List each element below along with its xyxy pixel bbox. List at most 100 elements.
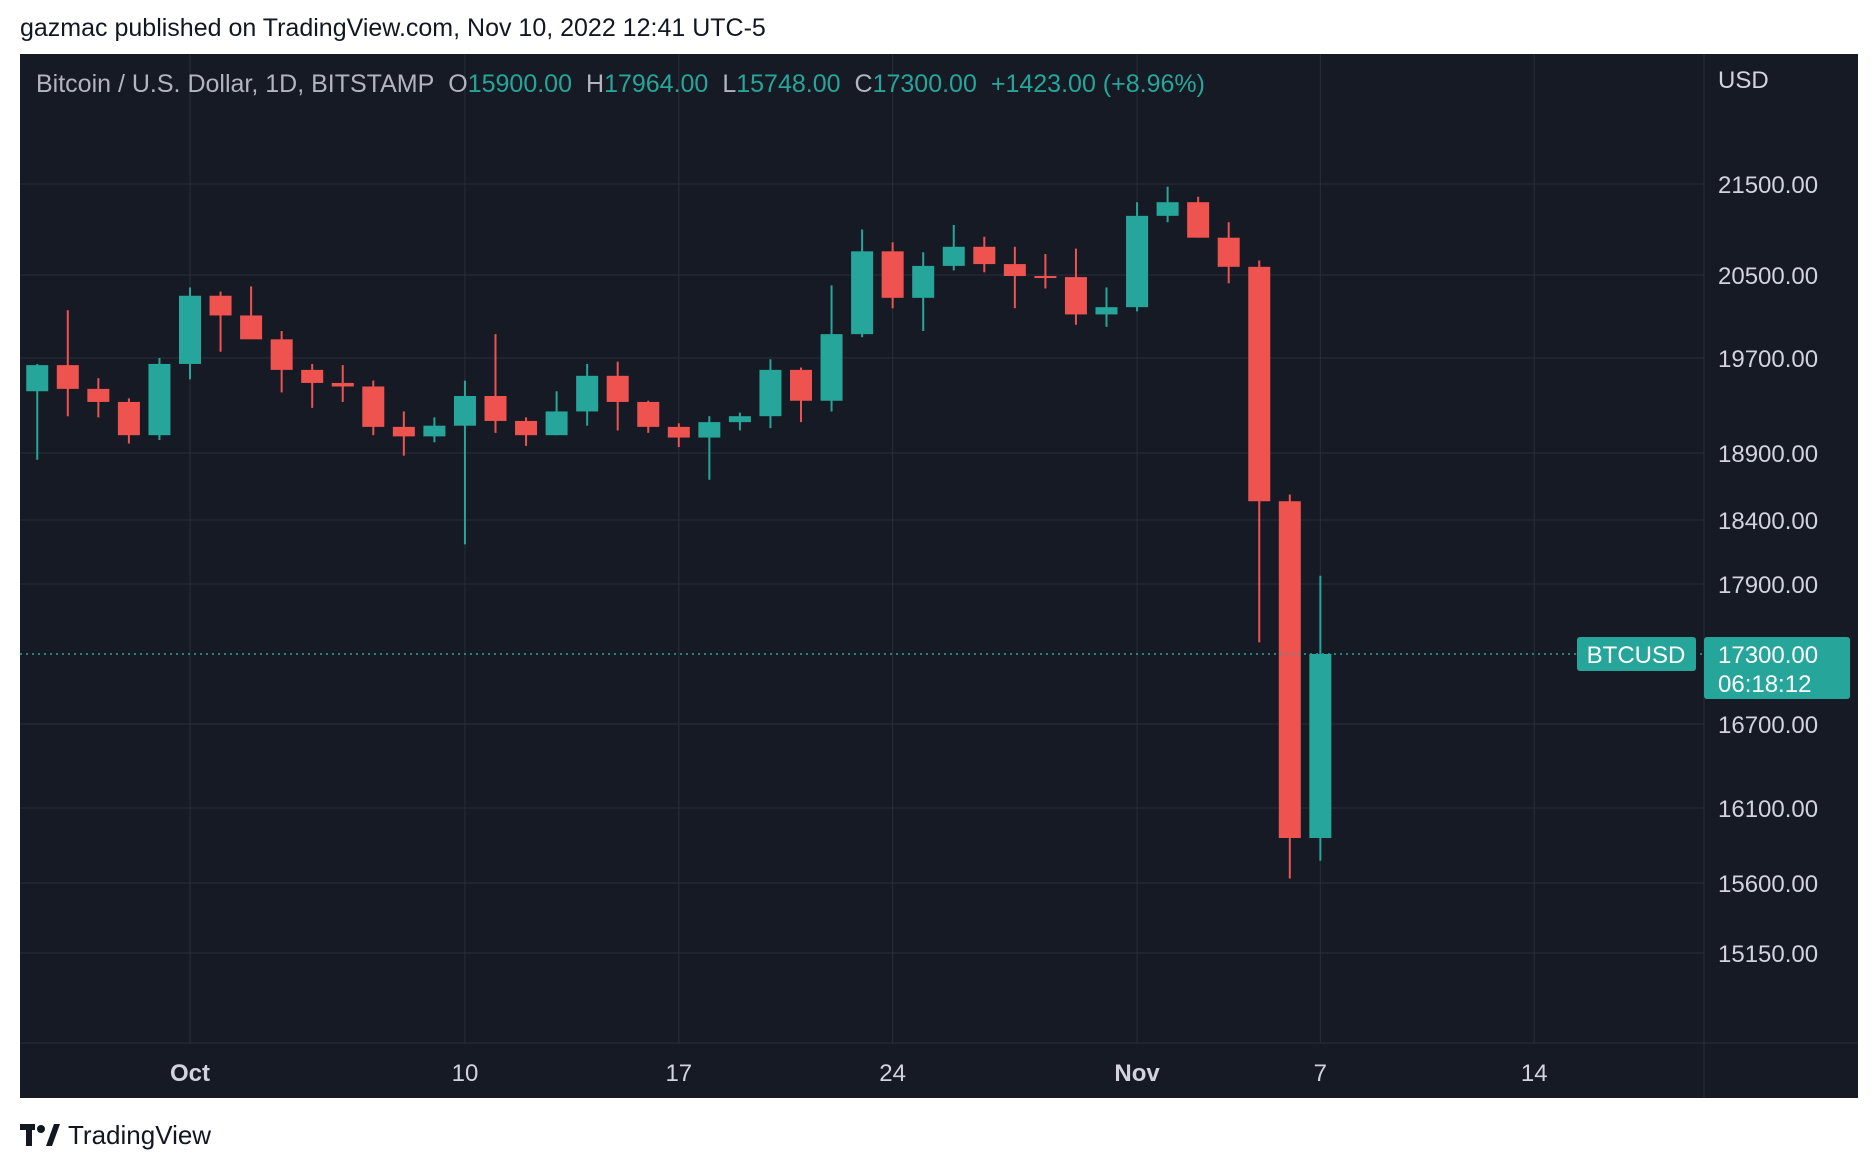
price-tick-label: 21500.00 [1718,172,1818,199]
candle-body [1217,237,1240,267]
candle [1034,254,1057,289]
candle-body [790,369,812,401]
time-tick-label: 10 [452,1060,479,1087]
candle-body [667,426,690,438]
candle [881,242,904,309]
candle [637,400,660,433]
candle-body [1003,264,1026,277]
candle [484,334,507,433]
candle [301,363,324,408]
candle-body [301,369,324,383]
candle [423,417,446,443]
candle [820,285,843,412]
time-tick-label: 14 [1521,1060,1548,1087]
candle-body [851,251,874,335]
last-price-value: 17300.00 [1718,642,1818,669]
candle [1126,202,1149,312]
candle-body [1248,266,1271,502]
candle-body [423,425,446,437]
candle-body [331,382,354,387]
candle [973,236,996,273]
candlestick-chart[interactable]: 21500.00 20500.00 19700.00 18900.00 18400.00… [20,54,1858,1098]
time-tick-label: 7 [1314,1060,1327,1087]
candle-body [484,396,507,421]
price-axis[interactable]: 21500.00 20500.00 19700.00 18900.00 18400.00… [1718,172,1818,968]
candle-body [1126,215,1149,308]
price-tick-label: 15150.00 [1718,941,1818,968]
publisher-line: gazmac published on TradingView.com, Nov… [20,14,766,42]
candle [606,361,629,431]
candle [1095,287,1118,327]
legend-symbol: Bitcoin / U.S. Dollar, 1D, BITSTAMP [36,70,435,98]
candle [1217,222,1240,284]
candle [209,291,232,352]
symbol-tag [1577,637,1696,671]
candle [56,310,79,417]
candle-body [1064,277,1087,315]
candle [26,363,49,460]
tradingview-logo-icon[interactable] [20,1124,60,1146]
candle-body [515,420,538,436]
candle [1156,186,1179,223]
candle-body [87,388,110,402]
time-tick-label: Oct [170,1060,210,1087]
time-tick-label: 17 [665,1060,692,1087]
candle-body [1034,276,1057,279]
candle [698,416,721,480]
candle [1278,494,1301,879]
candle-body [117,401,140,436]
legend-close-value: 17300.00 [872,70,977,98]
candle-body [362,386,385,427]
candle-body [1156,202,1179,216]
candle-body [576,375,599,412]
candle-body [1278,501,1301,838]
candle-body [820,334,843,401]
time-tick-label: 24 [879,1060,906,1087]
legend-change: +1423.00 (+8.96%) [990,70,1205,98]
candle-body [912,265,935,298]
candle-body [240,315,263,340]
price-tick-label: 20500.00 [1718,263,1818,290]
candle [270,331,293,393]
candle-body [453,396,476,426]
ohlc-legend: Bitcoin / U.S. Dollar, 1D, BITSTAMP O1590… [36,70,1205,99]
candle [759,359,782,429]
candle-body [148,363,171,436]
candle [179,287,201,380]
candle [728,412,751,431]
candle-body [728,416,751,423]
candle-body [1309,654,1332,838]
time-axis[interactable]: Oct 10 17 24 Nov 7 14 [170,1060,1548,1087]
candle [362,380,385,436]
candle [790,367,812,423]
bar-countdown: 06:18:12 [1718,671,1811,698]
candle-body [270,339,293,370]
candle-body [392,426,415,437]
candle [545,391,568,436]
currency-label: USD [1718,67,1769,94]
price-tick-label: 15600.00 [1718,871,1818,898]
chart-panel[interactable]: 21500.00 20500.00 19700.00 18900.00 18400.00… [20,54,1858,1098]
legend-open-value: 15900.00 [467,70,572,98]
tradingview-brand[interactable]: TradingView [68,1119,212,1150]
price-tick-label: 17900.00 [1718,572,1818,599]
legend-high-value: 17964.00 [604,70,709,98]
candle [1248,260,1271,643]
legend-open-label: O [448,70,468,98]
candle [1064,248,1087,325]
candle [240,286,263,340]
candle-body [56,365,79,389]
candle-body [545,411,568,436]
price-tick-label: 18400.00 [1718,508,1818,535]
candle [576,363,599,426]
price-tick-label: 16100.00 [1718,796,1818,823]
candle-body [759,369,782,417]
time-tick-label: Nov [1114,1060,1160,1087]
candle [1309,575,1332,861]
candle-body [209,295,232,316]
candle [1003,246,1026,309]
candle-body [606,375,629,402]
candle [667,423,690,448]
candle-body [1095,307,1118,315]
